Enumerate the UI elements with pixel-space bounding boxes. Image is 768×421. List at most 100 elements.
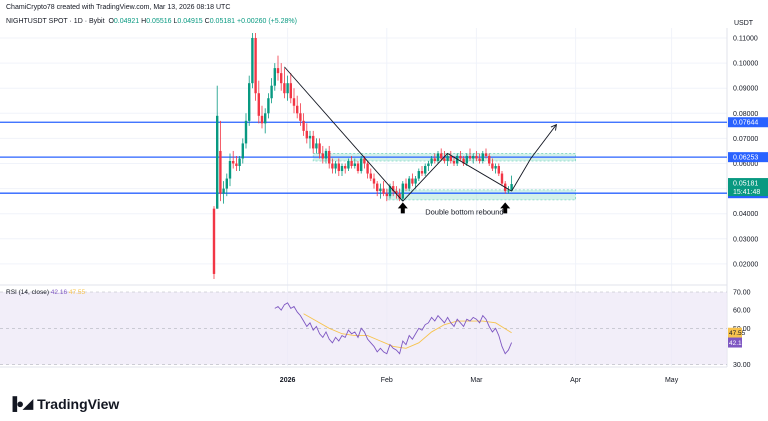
candle-body: [360, 158, 362, 171]
candle-body: [226, 179, 228, 189]
candle: [328, 146, 330, 169]
candle-body: [334, 164, 336, 169]
candle: [216, 86, 218, 209]
candle-body: [248, 83, 250, 121]
candle-body: [469, 156, 471, 159]
candle-body: [498, 166, 500, 174]
pattern-annotation: Double bottom rebound: [425, 207, 503, 216]
candle-body: [258, 93, 260, 116]
candle: [261, 106, 263, 129]
candle-body: [274, 68, 276, 86]
candle-body: [331, 164, 333, 169]
candle-body: [341, 166, 343, 171]
price-tick-label: 0.11000: [733, 36, 758, 43]
candle-body: [440, 153, 442, 158]
candle-body: [366, 164, 368, 174]
candle: [370, 169, 372, 182]
candle: [235, 156, 237, 171]
candle-body: [466, 156, 468, 164]
trend-line: [284, 67, 402, 201]
candle-body: [312, 136, 314, 149]
candle-body: [354, 164, 356, 167]
rsi-tick-label: 70.00: [733, 290, 751, 297]
candle-body: [386, 194, 388, 197]
candle: [283, 68, 285, 98]
candle-body: [494, 166, 496, 169]
candle: [482, 151, 484, 164]
tradingview-brand: ▐●◢ TradingView: [8, 396, 119, 412]
candle-body: [421, 171, 423, 174]
candle: [290, 73, 292, 103]
candle-body: [245, 121, 247, 144]
candle-body: [443, 158, 445, 161]
candle: [242, 138, 244, 163]
candle-body: [414, 179, 416, 184]
candle-body: [254, 38, 256, 93]
candle-body: [488, 156, 490, 164]
brand-name: TradingView: [37, 396, 119, 412]
time-tick-label: 2026: [280, 377, 296, 384]
candle-body: [318, 143, 320, 153]
level-label: 0.07644: [733, 120, 758, 127]
candle-body: [242, 143, 244, 158]
price-tick-label: 0.07000: [733, 136, 758, 143]
candle: [219, 121, 221, 201]
candle-body: [370, 174, 372, 179]
candle: [427, 161, 429, 171]
candle-body: [405, 184, 407, 189]
candle-body: [373, 179, 375, 184]
candle-body: [430, 158, 432, 163]
candle-body: [229, 161, 231, 179]
candle: [229, 153, 231, 186]
candle-body: [264, 113, 266, 123]
candle: [222, 181, 224, 204]
candle-body: [328, 151, 330, 164]
candle: [309, 131, 311, 149]
candle: [312, 131, 314, 154]
candle: [274, 63, 276, 91]
candle-body: [222, 189, 224, 194]
candle-body: [238, 158, 240, 166]
candle-body: [219, 151, 221, 194]
tradingview-logo-icon: ▐●◢: [8, 396, 32, 412]
candle: [315, 138, 317, 153]
rsi-tick-label: 30.00: [733, 362, 751, 369]
candle-body: [382, 189, 384, 194]
candle-body: [379, 189, 381, 192]
candle: [245, 113, 247, 148]
candle: [418, 169, 420, 182]
candle-body: [450, 156, 452, 161]
candle: [238, 156, 240, 171]
candle-body: [408, 179, 410, 189]
last-price-label: 0.05181: [733, 181, 758, 188]
candle: [402, 181, 404, 201]
rsi-value-label: 42.16: [729, 340, 746, 347]
candle-body: [363, 158, 365, 163]
time-tick-label: Apr: [570, 377, 582, 384]
candle: [382, 181, 384, 196]
candle: [296, 96, 298, 119]
candle-body: [427, 164, 429, 167]
bar-countdown-label: 15:41:48: [733, 189, 760, 196]
candle-body: [424, 166, 426, 174]
candle-body: [491, 164, 493, 169]
candle-body: [261, 116, 263, 124]
candle: [344, 164, 346, 174]
candle-body: [482, 153, 484, 161]
candle-body: [293, 98, 295, 106]
candle: [421, 166, 423, 176]
candle: [264, 108, 266, 133]
candle: [302, 113, 304, 136]
candle-body: [338, 164, 340, 172]
candle-body: [507, 191, 509, 192]
candle-body: [350, 161, 352, 166]
candle: [498, 164, 500, 177]
candle-body: [309, 136, 311, 139]
candle-body: [478, 158, 480, 161]
candle-body: [501, 174, 503, 184]
candle: [270, 78, 272, 103]
level-label: 0.06253: [733, 155, 758, 162]
candle: [277, 56, 279, 81]
candle-body: [296, 106, 298, 114]
